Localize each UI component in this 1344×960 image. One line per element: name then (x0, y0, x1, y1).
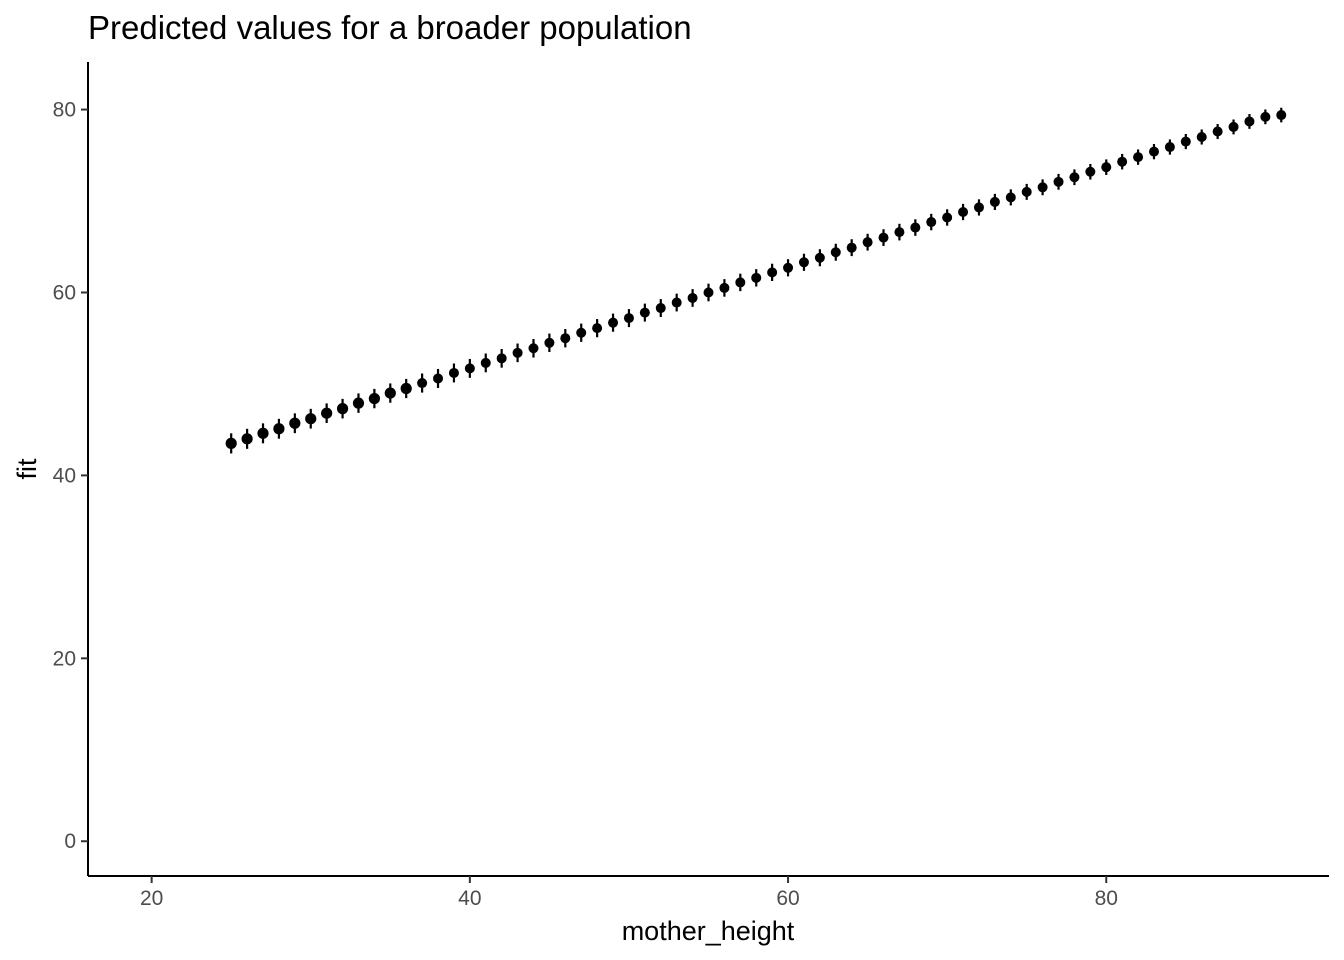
x-axis-title: mother_height (622, 916, 795, 946)
data-point (1053, 176, 1064, 187)
data-point (894, 227, 905, 238)
data-point (1085, 166, 1096, 177)
data-point (480, 357, 491, 368)
data-point (1117, 156, 1128, 167)
data-point (352, 397, 365, 409)
data-point (448, 367, 459, 378)
data-point (241, 433, 253, 445)
data-point (273, 423, 285, 435)
data-point (528, 343, 539, 354)
x-tick-label: 60 (776, 887, 799, 910)
data-point (926, 217, 937, 228)
data-point (464, 363, 475, 374)
data-point (878, 232, 889, 243)
data-point (1037, 182, 1048, 193)
data-point (814, 252, 825, 263)
data-point (1228, 121, 1239, 132)
data-point (942, 212, 953, 223)
data-point (671, 297, 682, 308)
data-point (560, 333, 571, 344)
data-point (846, 242, 857, 253)
data-point (384, 387, 396, 399)
data-point (321, 407, 333, 419)
data-point (1005, 192, 1016, 203)
data-point (1244, 116, 1255, 127)
data-point (989, 196, 1000, 207)
data-point (639, 307, 650, 318)
data-point (433, 373, 444, 384)
data-point (257, 427, 269, 439)
data-point (512, 347, 523, 358)
data-point (798, 257, 809, 268)
data-point (655, 303, 666, 314)
y-axis-ticks: 0 20 40 60 80 (53, 99, 88, 853)
data-point (862, 237, 873, 248)
y-tick-label: 40 (53, 464, 76, 487)
data-point (751, 272, 762, 283)
data-point (783, 262, 794, 273)
data-point (608, 317, 619, 328)
y-tick-label: 0 (64, 830, 76, 853)
data-point (1148, 146, 1159, 157)
data-point (958, 206, 969, 217)
data-point (1069, 172, 1080, 183)
chart-title: Predicted values for a broader populatio… (88, 9, 692, 46)
data-point (336, 403, 349, 415)
data-point (1021, 186, 1032, 197)
data-point (735, 277, 746, 288)
y-tick-label: 60 (53, 281, 76, 304)
data-point (1101, 162, 1112, 173)
data-point (1260, 111, 1271, 122)
data-point (305, 413, 317, 425)
data-point (592, 323, 603, 334)
data-point (289, 417, 301, 429)
data-point (1164, 142, 1175, 153)
data-point (623, 313, 634, 324)
data-point (687, 292, 698, 303)
data-point (767, 267, 778, 278)
x-tick-label: 40 (458, 887, 481, 910)
data-point (910, 222, 921, 233)
x-tick-label: 80 (1095, 887, 1118, 910)
data-point (1180, 136, 1191, 147)
data-point (830, 247, 841, 258)
x-axis-ticks: 20 40 60 80 (140, 876, 1118, 910)
data-point (576, 327, 587, 338)
data-point (1196, 131, 1207, 142)
data-point (1276, 110, 1287, 121)
y-tick-label: 20 (53, 647, 76, 670)
data-point (400, 382, 412, 395)
data-point (1133, 152, 1144, 163)
data-point (973, 202, 984, 213)
data-point (719, 282, 730, 293)
data-points (225, 107, 1287, 454)
y-axis-title: fit (12, 458, 42, 480)
data-point (368, 392, 380, 405)
data-point (544, 337, 555, 348)
data-point (1212, 126, 1223, 137)
data-point (225, 437, 237, 449)
data-point (417, 378, 428, 389)
x-tick-label: 20 (140, 887, 163, 910)
y-tick-label: 80 (53, 99, 76, 122)
data-point (703, 287, 714, 298)
data-point (496, 353, 507, 364)
